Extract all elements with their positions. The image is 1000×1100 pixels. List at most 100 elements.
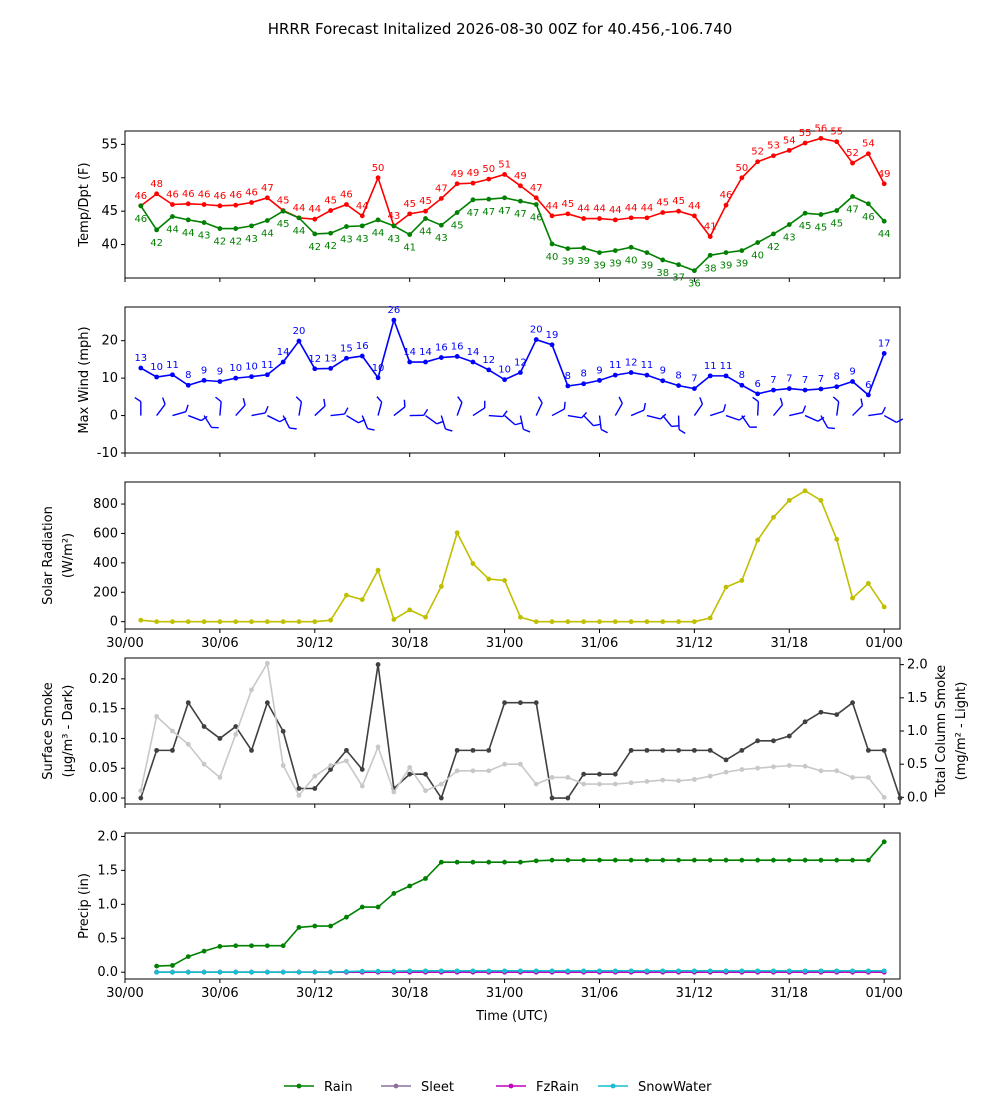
wind-line — [140, 317, 885, 397]
smoke_light-point — [296, 792, 302, 798]
smoke_dark-point — [249, 747, 254, 753]
wind-barb-flag — [242, 397, 246, 406]
temp-point — [438, 196, 444, 201]
smoke_dark-point — [470, 747, 476, 753]
solar-point — [533, 619, 539, 625]
snow-point — [375, 968, 381, 974]
wind-barb-staff — [314, 405, 326, 417]
dewpoint-point — [407, 232, 413, 237]
wind-barb — [504, 415, 523, 426]
dewpoint-point — [423, 216, 428, 221]
temp-point — [597, 216, 602, 221]
wind-point — [138, 365, 144, 371]
temp-point — [533, 195, 539, 201]
solar-point — [138, 617, 144, 623]
smoke_light-point — [818, 768, 824, 774]
wind-barb — [630, 402, 647, 417]
smoke_dark-point — [375, 662, 381, 667]
wind-point — [533, 337, 539, 342]
dewpoint-point — [755, 240, 761, 245]
smoke_light-point — [850, 775, 855, 780]
rain-point — [217, 944, 223, 949]
wind-point — [834, 384, 840, 390]
y-tick-label: 600 — [93, 526, 118, 541]
wind-barb-flag — [678, 428, 686, 434]
smoke_light-point — [423, 788, 428, 794]
y-tick-label: 1.0 — [97, 897, 118, 912]
temp-data-label: 41 — [704, 222, 717, 233]
smoke_dark-point — [486, 747, 492, 753]
wind-barb-flag — [445, 428, 453, 432]
temp-point — [486, 176, 492, 182]
x-tick-label: 30/00 — [106, 986, 143, 1001]
wind-barb — [156, 397, 166, 416]
solar-point — [771, 514, 776, 520]
wind-point — [328, 365, 334, 371]
dewpoint-data-label: 38 — [704, 263, 717, 274]
dewpoint-point — [391, 223, 397, 229]
smoke_dark-point — [850, 700, 855, 706]
smoke_light-point — [581, 781, 587, 787]
smoke_light-point — [723, 769, 729, 775]
smoke_light-point — [312, 773, 318, 779]
smoke_dark-point — [881, 747, 887, 753]
dewpoint-point — [676, 262, 681, 268]
dewpoint-data-label: 38 — [656, 268, 669, 279]
dewpoint-point — [612, 248, 618, 254]
snow-point — [280, 969, 286, 975]
x-tick-label: 30/18 — [391, 636, 428, 651]
wind-barb — [535, 396, 543, 416]
temp-point — [850, 160, 855, 166]
solar-point — [850, 595, 855, 601]
wind-data-label: 8 — [185, 370, 191, 381]
wind-barb-flag — [436, 420, 444, 425]
dewpoint-data-label: 39 — [735, 259, 748, 270]
temp-data-label: 52 — [846, 148, 859, 159]
smoke_light-point — [470, 768, 476, 774]
temp-data-label: 43 — [388, 211, 401, 222]
wind-point — [217, 379, 223, 384]
snow-point — [359, 968, 365, 974]
smoke_dark-point — [771, 738, 776, 744]
x-tick-label: 30/12 — [296, 986, 333, 1001]
dewpoint-point — [581, 245, 587, 251]
snow-point — [470, 968, 476, 974]
smoke_light-point — [359, 783, 365, 789]
wind-barb — [235, 397, 246, 417]
dewpoint-data-label: 39 — [641, 261, 654, 272]
wind-point — [233, 375, 239, 381]
rain-point — [518, 859, 523, 865]
wind-barb-flag — [618, 396, 623, 404]
smoke_dark-point — [280, 728, 286, 734]
dewpoint-point — [739, 248, 745, 254]
temp-point — [233, 202, 239, 208]
wind-data-label: 19 — [546, 330, 559, 341]
dewpoint-data-label: 44 — [419, 227, 432, 238]
wind-barb-flag — [593, 423, 601, 427]
snow-point — [581, 968, 587, 974]
temp-point — [217, 203, 223, 209]
wind-barb-flag — [752, 396, 759, 403]
wind-data-label: 9 — [660, 366, 666, 377]
solar-point — [881, 604, 887, 610]
wind-barb-staff — [883, 414, 897, 423]
snow-point — [549, 968, 555, 974]
smoke_dark-point — [834, 712, 840, 718]
solar-point — [423, 614, 428, 620]
wind-point — [280, 359, 286, 365]
dewpoint-data-label: 43 — [435, 233, 448, 244]
smoke_light-point — [881, 794, 887, 800]
temp-point — [375, 175, 381, 181]
rain-point — [375, 904, 381, 910]
temp-data-label: 47 — [435, 183, 448, 194]
temp-point — [771, 153, 776, 159]
smoke_dark-point — [328, 767, 334, 772]
wind-barb-flag — [896, 418, 904, 423]
y-tick-label: 40 — [101, 238, 118, 253]
snow-point — [565, 968, 571, 974]
temp-data-label: 49 — [451, 169, 464, 180]
rain-point — [438, 859, 444, 865]
wind-barb-flag — [484, 400, 486, 408]
smoke_dark-point — [217, 736, 223, 741]
